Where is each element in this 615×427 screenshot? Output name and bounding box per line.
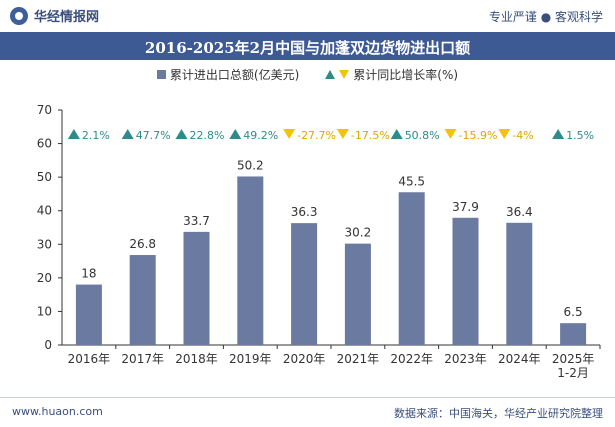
- legend-growth-label: 累计同比增长率(%): [353, 68, 459, 82]
- bar: [452, 217, 479, 345]
- bar: [560, 323, 587, 345]
- footer-source: 数据来源：中国海关，华经产业研究院整理: [394, 407, 603, 420]
- legend-bar-label: 累计进出口总额(亿美元): [169, 68, 300, 82]
- growth-label: 2.1%: [82, 129, 110, 142]
- bar: [75, 284, 102, 345]
- growth-up-marker: [229, 129, 242, 139]
- brand-logo: 华经情报网: [10, 6, 99, 25]
- bar: [237, 176, 264, 345]
- y-tick-label: 0: [44, 338, 52, 352]
- growth-up-marker: [552, 129, 565, 139]
- x-tick-label: 1-2月: [557, 366, 589, 380]
- legend-up-triangle-icon: [325, 70, 336, 79]
- legend-item-growth: 累计同比增长率(%): [325, 66, 458, 83]
- bar: [398, 192, 425, 345]
- footer-divider: [0, 397, 615, 398]
- y-tick-label: 70: [37, 103, 52, 117]
- x-tick-label: 2021年: [337, 352, 380, 366]
- growth-label: 50.8%: [405, 129, 440, 142]
- footer-website: www.huaon.com: [12, 405, 103, 418]
- growth-label: -27.7%: [297, 129, 336, 142]
- x-tick-label: 2017年: [121, 352, 164, 366]
- x-tick-label: 2020年: [283, 352, 326, 366]
- growth-label: 22.8%: [190, 129, 225, 142]
- growth-up-marker: [175, 129, 188, 139]
- bar: [344, 243, 371, 345]
- y-tick-label: 30: [37, 237, 52, 251]
- bar-value-label: 33.7: [183, 214, 210, 228]
- y-tick-label: 40: [37, 204, 52, 218]
- title-band: [0, 32, 615, 60]
- y-tick-label: 20: [37, 271, 52, 285]
- y-tick-label: 60: [37, 137, 52, 151]
- bar-value-label: 18: [81, 267, 96, 281]
- x-tick-label: 2016年: [68, 352, 111, 366]
- bar-value-label: 30.2: [345, 226, 372, 240]
- brand-name: 华经情报网: [34, 10, 100, 25]
- growth-label: 1.5%: [566, 129, 594, 142]
- x-tick-label: 2022年: [390, 352, 433, 366]
- x-tick-label: 2023年: [444, 352, 487, 366]
- chart-title: 2016-2025年2月中国与加蓬双边货物进出口额: [144, 39, 471, 57]
- bar-value-label: 50.2: [237, 158, 264, 172]
- legend: 累计进出口总额(亿美元) 累计同比增长率(%): [0, 66, 615, 83]
- growth-label: -15.9%: [459, 129, 498, 142]
- legend-bar-swatch: [156, 70, 166, 79]
- x-tick-label: 2019年: [229, 352, 272, 366]
- growth-label: -4%: [512, 129, 533, 142]
- growth-down-marker: [336, 129, 349, 139]
- bar: [291, 223, 318, 345]
- bar-value-label: 37.9: [452, 200, 479, 214]
- growth-up-marker: [67, 129, 80, 139]
- legend-item-bar: 累计进出口总额(亿美元): [156, 66, 300, 83]
- top-bar: 华经情报网 专业严谨 ● 客观科学: [0, 0, 615, 32]
- bar-value-label: 26.8: [129, 237, 156, 251]
- x-tick-label: 2018年: [175, 352, 218, 366]
- growth-down-marker: [498, 129, 511, 139]
- bar: [129, 255, 156, 345]
- legend-down-triangle-icon: [339, 70, 350, 79]
- x-tick-label: 2025年: [552, 352, 595, 366]
- y-tick-label: 50: [37, 170, 52, 184]
- growth-down-marker: [283, 129, 296, 139]
- bar-value-label: 6.5: [564, 305, 583, 319]
- growth-label: 47.7%: [136, 129, 171, 142]
- brand-logo-icon: [10, 6, 28, 25]
- growth-up-marker: [121, 129, 134, 139]
- y-tick-label: 10: [37, 304, 52, 318]
- bar-value-label: 45.5: [398, 174, 425, 188]
- bar-value-label: 36.3: [291, 205, 318, 219]
- x-tick-label: 2024年: [498, 352, 541, 366]
- growth-up-marker: [390, 129, 403, 139]
- bar: [183, 231, 210, 345]
- tagline: 专业严谨 ● 客观科学: [488, 10, 603, 24]
- bar-value-label: 36.4: [506, 205, 533, 219]
- growth-label: -17.5%: [351, 129, 390, 142]
- growth-down-marker: [444, 129, 457, 139]
- growth-label: 49.2%: [243, 129, 278, 142]
- bar: [506, 222, 533, 345]
